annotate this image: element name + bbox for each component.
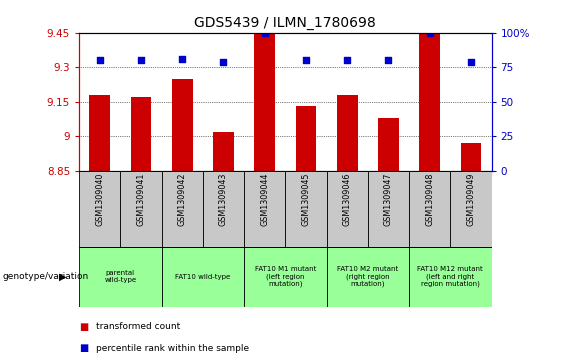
Text: FAT10 M2 mutant
(right region
mutation): FAT10 M2 mutant (right region mutation) [337, 266, 398, 287]
Point [95, 57, 105, 63]
Text: genotype/variation: genotype/variation [3, 272, 89, 281]
Bar [450, 171, 492, 247]
Bar [162, 247, 244, 307]
Text: GSM1309040: GSM1309040 [95, 173, 104, 226]
Text: GSM1309042: GSM1309042 [178, 173, 186, 227]
Point [219, 59, 228, 65]
Bar [295, 106, 316, 171]
Bar [131, 97, 151, 171]
Text: percentile rank within the sample: percentile rank within the sample [96, 344, 249, 353]
Bar [327, 171, 368, 247]
Text: FAT10 wild-type: FAT10 wild-type [175, 274, 231, 280]
Bar [120, 171, 162, 247]
Bar [213, 131, 234, 171]
Bar [327, 247, 409, 307]
Bar [409, 171, 450, 247]
Point [425, 30, 434, 36]
Text: parental
wild-type: parental wild-type [105, 270, 136, 283]
Bar [337, 95, 358, 171]
Text: GSM1309049: GSM1309049 [467, 173, 475, 227]
Text: GSM1309044: GSM1309044 [260, 173, 269, 226]
Text: GSM1309041: GSM1309041 [137, 173, 145, 226]
Bar [409, 247, 492, 307]
Text: ▶: ▶ [59, 272, 67, 282]
Bar [460, 143, 481, 171]
Point [137, 57, 146, 63]
Point [178, 56, 187, 62]
Bar [172, 79, 193, 171]
Bar [79, 171, 120, 247]
Text: GSM1309043: GSM1309043 [219, 173, 228, 226]
Text: GSM1309045: GSM1309045 [302, 173, 310, 227]
Point [260, 30, 270, 36]
Bar [89, 95, 110, 171]
Text: GSM1309047: GSM1309047 [384, 173, 393, 227]
Bar [203, 171, 244, 247]
Bar [419, 33, 440, 171]
Title: GDS5439 / ILMN_1780698: GDS5439 / ILMN_1780698 [194, 16, 376, 30]
Text: GSM1309046: GSM1309046 [343, 173, 351, 226]
Text: ■: ■ [79, 322, 88, 332]
Bar [162, 171, 203, 247]
Bar [368, 171, 409, 247]
Bar [244, 247, 327, 307]
Point [342, 57, 351, 63]
Bar [79, 247, 162, 307]
Bar [244, 171, 285, 247]
Bar [285, 171, 327, 247]
Bar [254, 33, 275, 171]
Text: transformed count: transformed count [96, 322, 180, 331]
Text: GSM1309048: GSM1309048 [425, 173, 434, 226]
Text: ■: ■ [79, 343, 88, 354]
Point [302, 57, 311, 63]
Bar [378, 118, 399, 171]
Point [384, 57, 393, 63]
Text: FAT10 M12 mutant
(left and right
region mutation): FAT10 M12 mutant (left and right region … [418, 266, 483, 287]
Text: FAT10 M1 mutant
(left region
mutation): FAT10 M1 mutant (left region mutation) [255, 266, 316, 287]
Point [467, 59, 476, 65]
